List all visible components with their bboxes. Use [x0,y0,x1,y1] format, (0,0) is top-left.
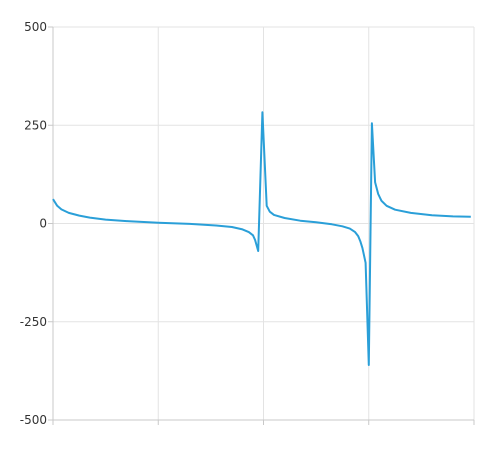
y-tick-label: 250 [24,118,47,132]
series-layer [52,111,471,366]
y-tick-label: 0 [39,217,47,231]
y-tick-label: -500 [20,413,47,427]
y-tick-label: -250 [20,315,47,329]
grid [53,26,475,420]
axes [48,26,475,425]
y-tick-label: 500 [24,20,47,34]
y-tick-labels: 500 250 0 -250 -500 [20,20,47,427]
series-line [52,111,471,366]
